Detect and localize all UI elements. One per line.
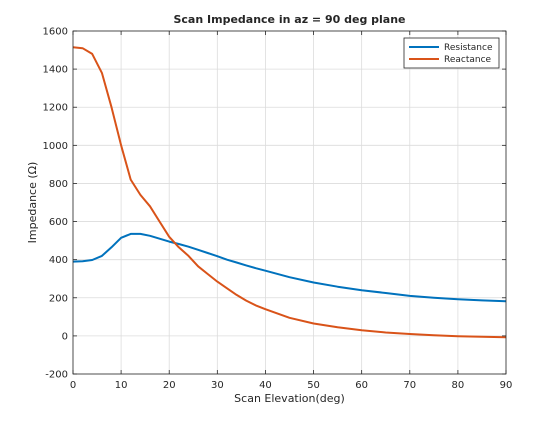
series-layer	[72, 46, 507, 339]
legend-label: Reactance	[444, 55, 492, 65]
x-tick-label: 90	[500, 380, 513, 391]
x-tick-label: 0	[70, 380, 76, 391]
legend: Resistance Reactance	[403, 37, 500, 69]
y-tick-label: 600	[49, 217, 68, 228]
plot-box	[72, 30, 507, 375]
x-tick-label: 60	[355, 380, 368, 391]
legend-box	[403, 37, 500, 69]
x-tick-label: 50	[307, 380, 320, 391]
series-line-reactance	[72, 46, 507, 339]
x-tick-label: 20	[163, 380, 176, 391]
legend-label: Resistance	[444, 43, 493, 53]
y-tick-label: 400	[49, 255, 68, 266]
x-axis-label: Scan Elevation(deg)	[234, 392, 345, 405]
y-axis-label: Impedance (Ω)	[26, 162, 39, 244]
y-tick-label: 1400	[43, 65, 68, 76]
x-tick-label: 10	[115, 380, 128, 391]
x-tick-label: 30	[211, 380, 224, 391]
ticks: 0 10 20 30 40 50 60 70 80 90-20002004006008001000…	[43, 27, 513, 392]
y-tick-label: 0	[62, 331, 68, 342]
x-tick-label: 40	[259, 380, 272, 391]
y-tick-label: 800	[49, 179, 68, 190]
y-tick-label: 1000	[43, 141, 68, 152]
chart-title: Scan Impedance in az = 90 deg plane	[173, 13, 405, 26]
plot-background	[73, 31, 506, 374]
series-line-resistance	[72, 232, 507, 303]
x-tick-label: 80	[452, 380, 465, 391]
y-tick-label: 200	[49, 293, 68, 304]
y-tick-label: -200	[45, 370, 68, 381]
x-tick-label: 70	[403, 380, 416, 391]
y-tick-label: 1200	[43, 103, 68, 114]
y-tick-label: 1600	[43, 27, 68, 38]
